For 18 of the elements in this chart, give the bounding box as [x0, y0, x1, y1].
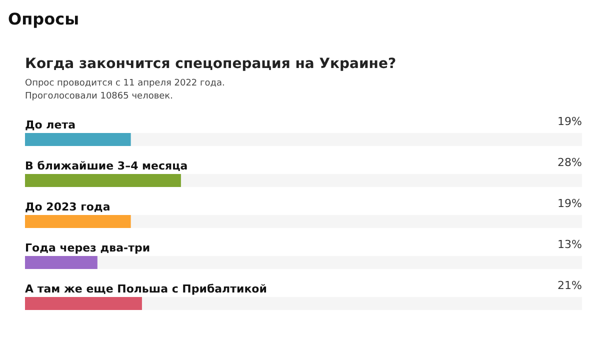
text: Проголосовали 10865 человек. — [25, 92, 173, 102]
data-label: 13% — [558, 238, 582, 251]
data-label: 19% — [558, 115, 582, 128]
y-tick-label: В ближайшие 3–4 месяца — [25, 160, 188, 172]
bar — [25, 297, 142, 310]
chart-title: Опросы — [8, 10, 80, 28]
y-tick-label: Года через два-три — [25, 242, 150, 254]
data-label: 21% — [558, 279, 582, 292]
y-tick-label: До лета — [25, 118, 76, 132]
bar — [25, 215, 131, 228]
y-tick-label: А там же еще Польша с Прибалтикой — [25, 282, 267, 296]
y-tick-label: До 2023 года — [25, 200, 110, 214]
text: Опрос проводится с 11 апреля 2022 года. — [25, 78, 225, 88]
bar — [25, 256, 98, 269]
data-label: 28% — [558, 156, 582, 169]
chart-subtitle: Когда закончится спецоперация на Украине? — [25, 56, 396, 72]
data-label: 19% — [558, 197, 582, 210]
bar — [25, 133, 131, 146]
